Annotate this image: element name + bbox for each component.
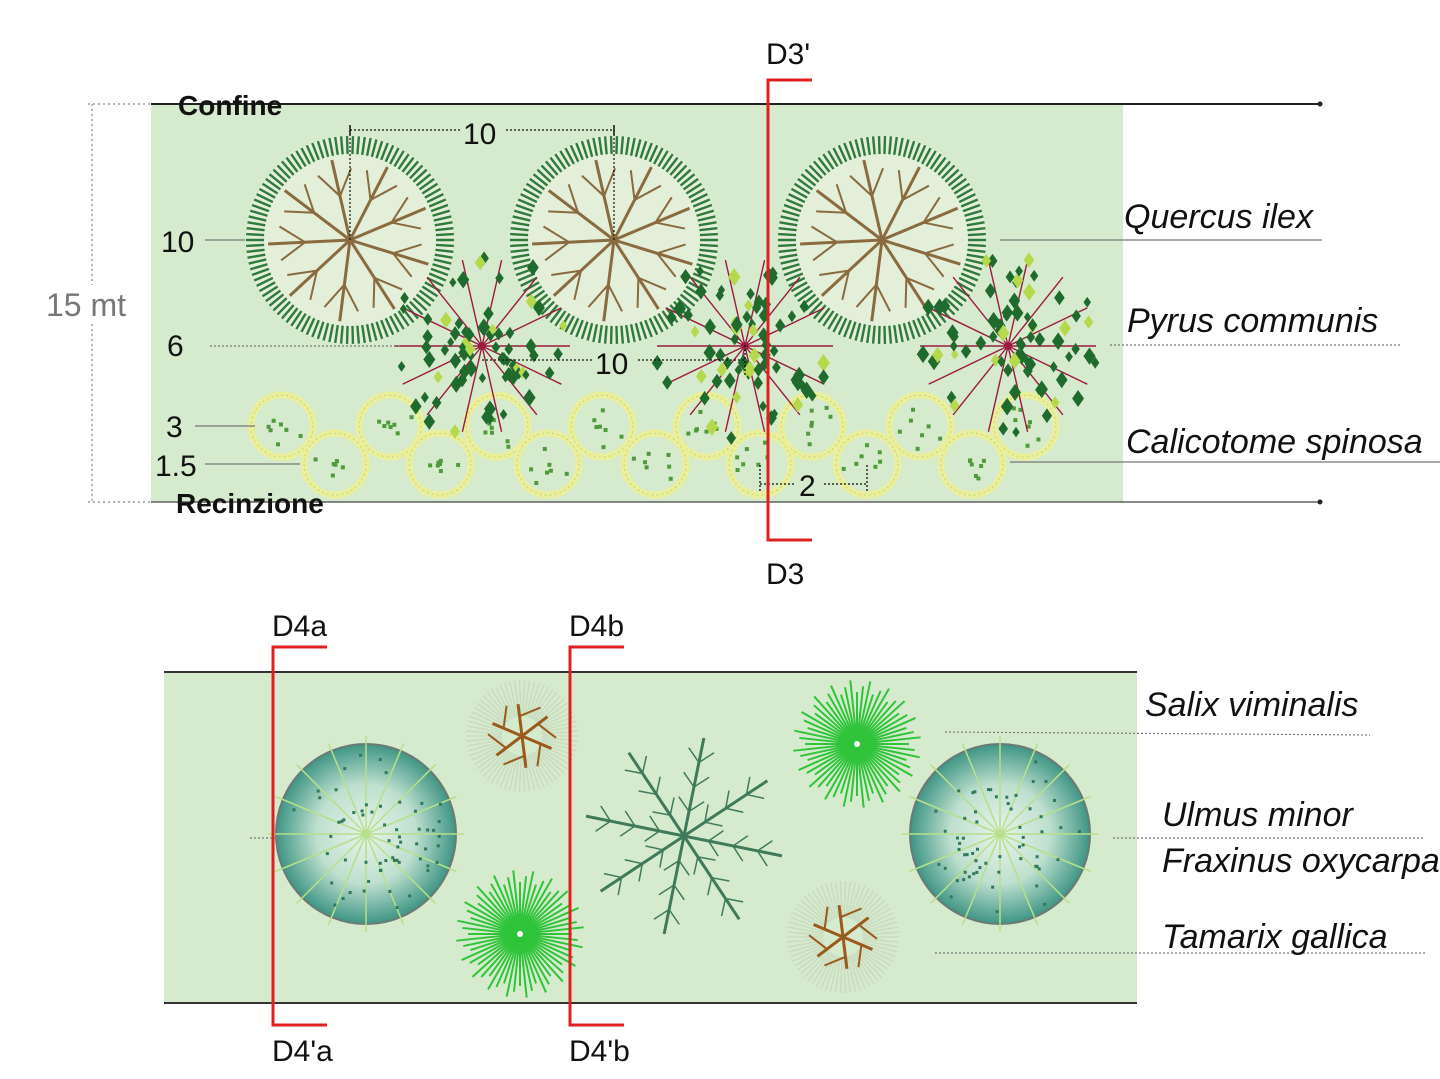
bottom-plan: D4a D4'a D4b D4'b Salix viminalis Ulmus …	[164, 610, 1440, 1068]
bottom-species-labels: Salix viminalis Ulmus minor Fraxinus oxy…	[250, 686, 1440, 956]
row-dim-6: 6	[167, 330, 184, 363]
species-fraxinus-oxycarpa: Fraxinus oxycarpa	[1162, 842, 1440, 880]
species-quercus-ilex: Quercus ilex	[1124, 198, 1314, 236]
species-tamarix-gallica: Tamarix gallica	[1162, 918, 1388, 956]
shrub-spacing-dimension: 2	[759, 465, 868, 503]
section-d3-label: D3	[766, 558, 804, 591]
calicotome-shrub-symbol	[990, 391, 1060, 461]
calicotome-shrub-symbol	[300, 429, 370, 499]
species-ulmus-minor: Ulmus minor	[1162, 796, 1354, 834]
total-width-dimension: 15 mt	[46, 103, 151, 503]
calicotome-shrub-symbol	[937, 429, 1007, 499]
calicotome-shrub-symbol	[885, 391, 955, 461]
shrub-spacing-label: 2	[799, 470, 816, 503]
section-d3-prime-label: D3'	[766, 38, 810, 71]
total-width-label: 15 mt	[46, 287, 126, 323]
pyrus-communis-symbol	[393, 251, 570, 440]
top-plan: 15 mt Confine Recinzione 10 10	[46, 38, 1440, 591]
top-species-labels: Quercus ilex Pyrus communis Calicotome s…	[1000, 198, 1440, 463]
calicotome-shrub-symbol	[832, 429, 902, 499]
oak-spacing-dimension: 10	[349, 116, 615, 240]
salix-viminalis-symbol	[456, 870, 584, 998]
pyrus-communis-symbol	[916, 252, 1100, 438]
calicotome-shrub-symbol	[567, 391, 637, 461]
section-d3: D3' D3	[766, 38, 812, 591]
quercus-ilex-symbol	[777, 136, 986, 344]
calicotome-shrub-symbol	[355, 391, 425, 461]
section-d4a-label: D4a	[272, 610, 327, 643]
row-dim-1.5: 1.5	[155, 450, 197, 483]
section-d4b: D4b D4'b	[568, 610, 630, 1068]
species-calicotome-spinosa: Calicotome spinosa	[1126, 423, 1423, 461]
section-d4a: D4a D4'a	[271, 610, 333, 1068]
calicotome-shrub-symbol	[725, 429, 795, 499]
row-dimensions: 10 6 3 1.5	[155, 226, 400, 483]
species-salix-viminalis: Salix viminalis	[1145, 686, 1359, 724]
section-d4prime-b-label: D4'b	[569, 1035, 630, 1068]
confine-label: Confine	[178, 90, 282, 121]
row-dim-3: 3	[166, 411, 183, 444]
calicotome-shrub-symbol	[513, 429, 583, 499]
tamarix-gallica-symbol	[786, 881, 899, 993]
ulmus-minor-symbol	[901, 735, 1098, 933]
calicotome-shrub-symbol	[405, 429, 475, 499]
pyrus-tree-layer	[393, 251, 1100, 445]
species-pyrus-communis: Pyrus communis	[1127, 302, 1378, 340]
calicotome-shrub-symbol	[462, 391, 532, 461]
oak-spacing-label: 10	[463, 118, 496, 151]
quercus-tree-layer	[245, 136, 986, 344]
section-d4b-label: D4b	[569, 610, 624, 643]
salix-viminalis-symbol	[793, 680, 921, 808]
section-d4prime-a-label: D4'a	[272, 1035, 333, 1068]
calicotome-shrub-symbol	[620, 429, 690, 499]
row-dim-10: 10	[161, 226, 194, 259]
bottom-tree-layer	[267, 680, 1098, 998]
ulmus-minor-symbol	[267, 735, 464, 933]
pear-spacing-dimension: 10	[482, 345, 746, 381]
pear-spacing-label: 10	[595, 348, 628, 381]
recinzione-label: Recinzione	[176, 488, 324, 519]
fraxinus-oxycarpa-symbol	[585, 737, 783, 935]
